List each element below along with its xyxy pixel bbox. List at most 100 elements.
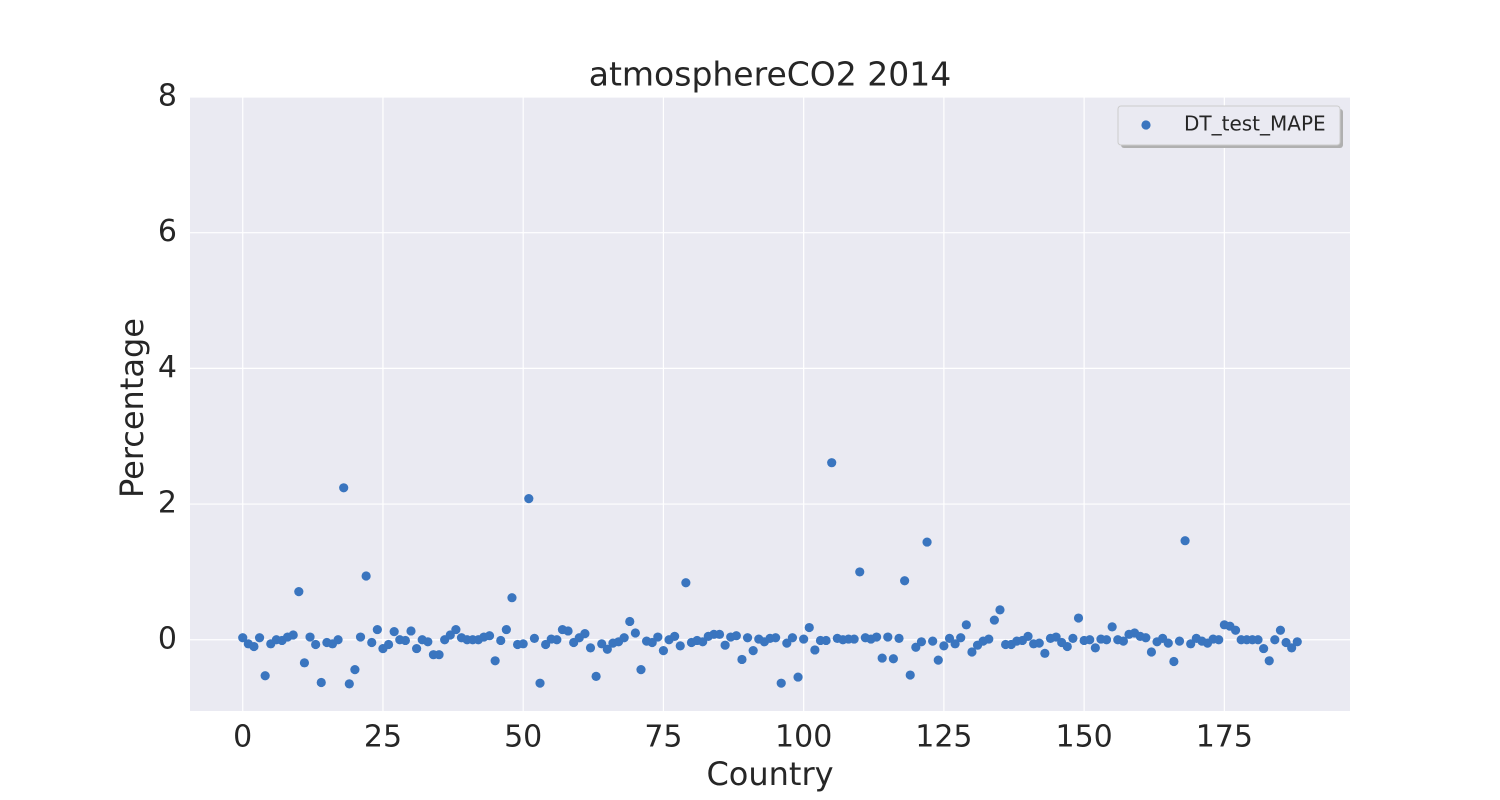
data-point — [563, 626, 573, 636]
data-point — [1146, 647, 1157, 657]
data-point — [630, 628, 640, 638]
data-point — [496, 635, 506, 646]
data-point — [956, 633, 966, 643]
data-point — [529, 633, 540, 644]
data-point — [1163, 638, 1173, 648]
legend-box — [1117, 105, 1341, 146]
data-point — [288, 630, 298, 640]
marks — [238, 458, 1302, 689]
x-tick-label: 25 — [364, 720, 402, 755]
x-tick-label: 100 — [775, 720, 832, 755]
data-point — [372, 624, 382, 635]
data-point — [1174, 636, 1185, 646]
data-point — [967, 647, 977, 657]
data-point — [1259, 643, 1269, 654]
data-point — [1253, 635, 1263, 645]
data-point — [1118, 636, 1128, 646]
plot-area — [190, 97, 1350, 711]
data-point — [585, 643, 596, 653]
data-point — [748, 646, 758, 656]
data-point — [355, 632, 366, 642]
data-point — [507, 593, 517, 603]
data-point — [653, 632, 663, 642]
data-point — [1090, 643, 1100, 653]
data-point — [989, 615, 999, 625]
data-point — [361, 571, 371, 581]
data-point — [1180, 536, 1190, 546]
x-tick-label: 50 — [504, 720, 542, 755]
data-point — [294, 586, 304, 597]
data-point — [1287, 643, 1297, 653]
data-point — [580, 629, 590, 639]
legend-label: DT_test_MAPE — [1184, 112, 1326, 136]
data-point — [501, 624, 511, 635]
data-point — [1275, 625, 1286, 635]
data-point — [1292, 637, 1302, 647]
data-point — [1073, 613, 1084, 623]
x-axis-label: Country — [706, 755, 833, 793]
data-point — [412, 643, 422, 654]
y-axis-label: Percentage — [113, 318, 151, 498]
data-point — [793, 672, 803, 682]
data-point — [535, 678, 545, 688]
data-point — [810, 645, 820, 655]
data-point — [1068, 633, 1078, 644]
data-point — [883, 632, 893, 642]
data-point — [254, 633, 265, 643]
y-tick-label: 6 — [158, 214, 177, 249]
data-point — [1141, 633, 1151, 643]
data-point — [367, 637, 377, 648]
data-point — [333, 635, 343, 645]
data-point — [1230, 625, 1241, 635]
data-point — [888, 654, 899, 664]
legend: DT_test_MAPE — [1117, 105, 1343, 148]
data-point — [804, 622, 814, 633]
data-point — [1062, 641, 1072, 652]
data-point — [524, 494, 534, 504]
x-tick-label: 75 — [644, 720, 682, 755]
data-point — [552, 635, 562, 645]
data-point — [670, 631, 680, 641]
data-point — [350, 665, 360, 675]
data-point — [1085, 635, 1095, 645]
data-point — [720, 640, 730, 650]
data-point — [827, 458, 837, 468]
legend-marker — [1141, 120, 1151, 130]
data-point — [855, 567, 865, 577]
data-point — [1270, 635, 1280, 645]
x-tick-label: 125 — [915, 720, 972, 755]
data-point — [737, 654, 747, 665]
data-point — [714, 629, 725, 639]
data-point — [799, 634, 809, 644]
data-point — [1023, 631, 1033, 641]
chart-title: atmosphereCO2 2014 — [589, 55, 951, 94]
data-point — [1101, 635, 1112, 645]
data-point — [658, 646, 669, 656]
data-point — [299, 658, 310, 668]
data-point — [1214, 635, 1224, 645]
data-point — [877, 653, 887, 663]
data-point — [675, 641, 685, 651]
data-point — [625, 616, 635, 627]
data-point — [619, 633, 629, 643]
data-point — [383, 639, 394, 650]
data-point — [636, 665, 646, 675]
y-tick-label: 8 — [158, 79, 177, 114]
data-point — [871, 632, 882, 642]
data-point — [400, 635, 410, 646]
data-point — [451, 624, 461, 635]
data-point — [1264, 656, 1274, 666]
data-point — [900, 576, 910, 586]
data-point — [602, 644, 612, 654]
x-tick-label: 150 — [1055, 720, 1112, 755]
x-tick-label: 0 — [233, 720, 252, 755]
data-point — [939, 641, 949, 651]
data-point — [995, 605, 1005, 615]
data-point — [771, 633, 781, 643]
data-point — [1034, 638, 1044, 648]
data-point — [961, 620, 971, 630]
data-point — [518, 639, 528, 649]
data-point — [905, 670, 915, 680]
data-point — [484, 631, 495, 641]
